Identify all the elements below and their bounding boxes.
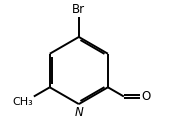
Text: O: O xyxy=(141,90,151,103)
Text: CH₃: CH₃ xyxy=(13,97,33,107)
Text: N: N xyxy=(75,106,84,119)
Text: Br: Br xyxy=(72,3,85,16)
